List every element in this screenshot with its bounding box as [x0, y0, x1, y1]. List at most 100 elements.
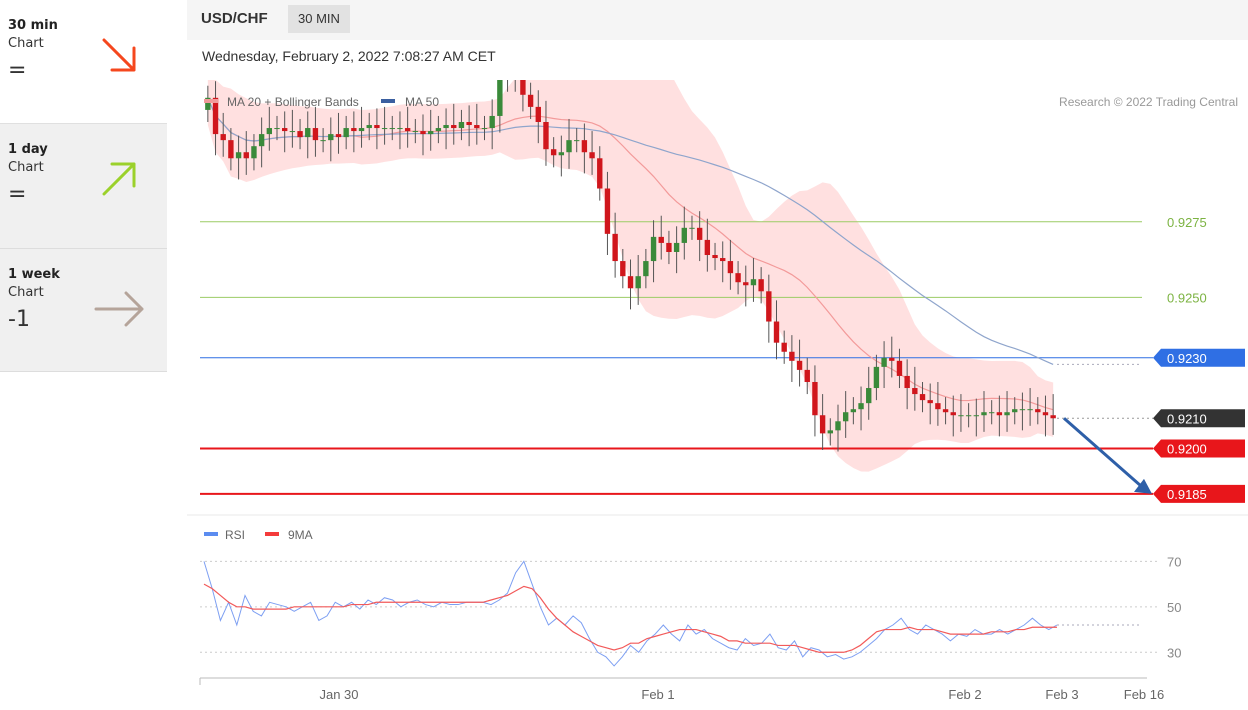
timeframe-sidebar: 30 min Chart = 1 day Chart = 1 week Char…	[0, 0, 167, 710]
candle	[796, 360, 803, 370]
chart-header: USD/CHF 30 MIN	[187, 0, 1248, 40]
candle	[965, 415, 972, 417]
candle	[312, 128, 319, 141]
timeframe-30min[interactable]: 30 min Chart =	[0, 0, 167, 124]
timeframe-button[interactable]: 30 MIN	[288, 5, 350, 33]
candle	[635, 276, 641, 289]
candle	[996, 412, 1003, 416]
candle	[358, 128, 365, 132]
main-legend: MA 20 + Bollinger Bands MA 50 Research ©…	[204, 95, 1238, 109]
candle	[727, 261, 734, 274]
timeframe-value: -1	[8, 307, 30, 332]
candle	[912, 388, 918, 395]
candle	[543, 122, 549, 150]
candle	[658, 236, 664, 243]
level-label-1: 0.9250	[1167, 290, 1207, 305]
level-label-2: 0.9230	[1167, 351, 1207, 366]
forecast-arrow	[1063, 417, 1143, 488]
arrow-down-right-icon	[102, 38, 136, 72]
timeframe-type: Chart	[8, 285, 44, 300]
candle	[958, 415, 964, 417]
x-tick-label: Jan 30	[319, 687, 358, 702]
timeframe-value: =	[8, 58, 27, 83]
level-tag-4	[1153, 439, 1245, 458]
candle	[397, 128, 403, 130]
candle	[412, 131, 419, 133]
level-tag-3	[1153, 409, 1245, 428]
candle	[428, 131, 434, 135]
candle	[881, 357, 887, 367]
legend-swatch-ma20	[204, 99, 218, 103]
candle	[712, 255, 718, 259]
candle	[1035, 409, 1041, 413]
candle	[896, 360, 903, 376]
candle	[420, 131, 426, 135]
candle	[988, 412, 995, 414]
candle	[497, 80, 503, 116]
candle	[1027, 409, 1033, 411]
candle	[212, 97, 219, 135]
candle	[566, 140, 572, 153]
candle	[673, 242, 680, 252]
candle	[458, 122, 465, 129]
candle	[612, 233, 618, 262]
candle	[489, 115, 495, 129]
candle	[1004, 412, 1010, 416]
candle	[842, 412, 849, 422]
candle	[281, 128, 288, 132]
candle	[481, 128, 488, 130]
level-label-3: 0.9210	[1167, 411, 1207, 426]
candle	[696, 227, 703, 240]
timeframe-period: 30 min	[8, 18, 58, 33]
candle	[581, 140, 588, 153]
candle	[527, 94, 534, 107]
x-tick-label: Feb 2	[948, 687, 981, 702]
candle	[335, 134, 342, 138]
candle	[689, 227, 695, 229]
candle	[235, 152, 242, 159]
candle	[750, 279, 757, 286]
legend-swatch-rsi	[204, 532, 218, 536]
candle	[735, 273, 741, 283]
candle	[889, 357, 895, 361]
candle	[520, 80, 526, 95]
candle	[819, 415, 826, 434]
candle	[835, 421, 841, 431]
legend-label-9ma: 9MA	[288, 528, 313, 542]
currency-pair: USD/CHF	[201, 10, 268, 27]
candle	[274, 128, 280, 130]
candle	[666, 242, 672, 252]
candle	[435, 128, 442, 132]
candle	[1050, 415, 1056, 419]
candle	[942, 409, 949, 413]
chart-datetime: Wednesday, February 2, 2022 7:08:27 AM C…	[202, 48, 496, 64]
timeframe-1day[interactable]: 1 day Chart =	[0, 124, 167, 248]
candle	[443, 125, 449, 129]
candle	[1012, 409, 1018, 413]
candle	[758, 279, 764, 292]
candle	[981, 412, 987, 416]
candle	[205, 97, 211, 110]
candle	[451, 125, 457, 129]
candle	[743, 282, 749, 286]
timeframe-period: 1 week	[8, 267, 60, 282]
candle	[589, 152, 595, 159]
timeframe-type: Chart	[8, 160, 44, 175]
candle	[1019, 409, 1026, 411]
candle	[720, 258, 726, 262]
candle	[251, 146, 257, 159]
candle	[297, 131, 303, 138]
candle	[550, 149, 557, 156]
level-label-5: 0.9185	[1167, 487, 1207, 502]
rsi-legend: RSI 9MA	[204, 528, 313, 542]
candle	[866, 388, 872, 404]
timeframe-1week[interactable]: 1 week Chart -1	[0, 248, 167, 372]
rsi-ma-line	[203, 583, 1057, 653]
candle	[597, 158, 603, 189]
candle	[650, 236, 657, 262]
legend-swatch-ma50	[381, 99, 395, 103]
candle	[258, 134, 265, 147]
candle	[873, 366, 880, 389]
timeframe-period: 1 day	[8, 142, 48, 157]
candle	[305, 128, 311, 138]
